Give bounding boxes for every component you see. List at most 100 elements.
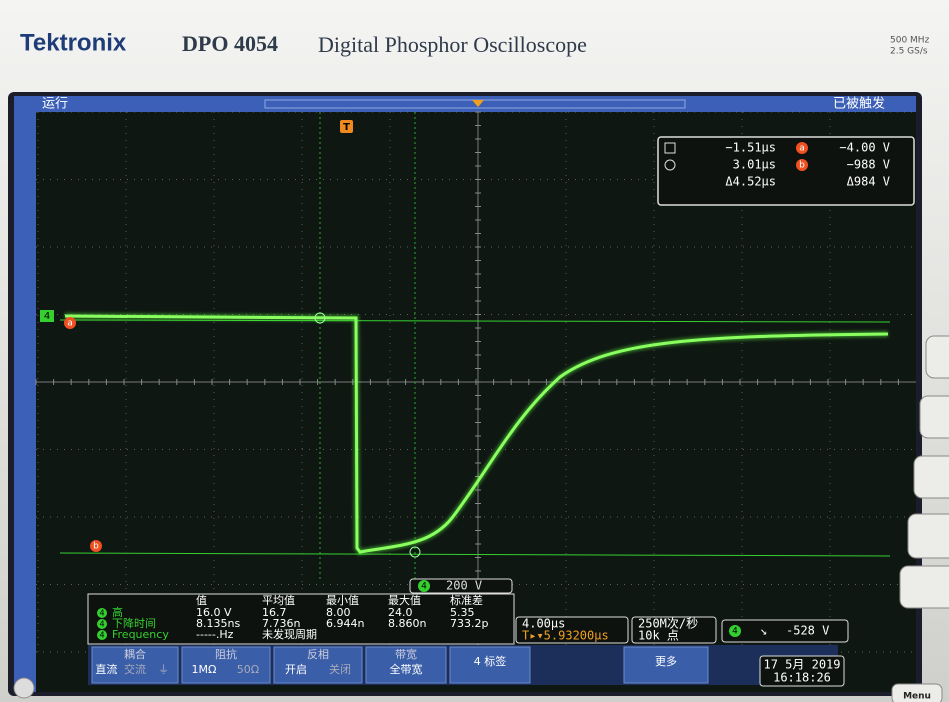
measurement-channel-badge [97,608,107,618]
datetime-box [759,655,845,687]
side-button[interactable] [925,335,949,379]
measurement-channel: 4 [99,631,104,640]
cursor-tag: a [799,144,805,154]
cursor-readout [657,136,915,206]
menu-button[interactable] [91,646,179,684]
menu-button[interactable] [365,646,447,684]
measurement-value: 733.2p [450,617,488,630]
channel-scale-box [409,578,513,594]
measurement-panel [87,593,515,645]
measurement-channel-badge [97,619,107,629]
cursor-time: Δ4.52µs [725,175,776,189]
menu-button[interactable] [891,683,943,702]
trigger-box [721,619,849,643]
measurement-header: 标准差 [450,593,483,607]
menu-button-label: Menu [903,692,931,702]
date: 17 5月 2019 [763,658,840,672]
waveform [64,314,889,554]
left-strip [14,96,36,692]
timebase-position: T▸▾5.93200µs [522,629,609,643]
trigger-channel-badge [729,625,741,637]
side-button[interactable] [899,565,949,609]
sample-rate: 2.5 GS/s [890,47,928,57]
measurement-value: 24.0 [388,606,413,619]
trigger-slope: ↘ [760,624,767,638]
measurement-header: 平均值 [262,594,295,607]
rate-box [631,616,717,644]
menu-button[interactable] [623,646,709,684]
cursor-time: −1.51µs [725,141,776,155]
trigger-channel: 4 [732,627,738,637]
trigger-level: -528 V [786,624,829,638]
measurement-channel: 4 [99,620,104,629]
brand: Tektronix [20,29,127,56]
cursor-volts: −988 V [847,158,890,172]
cursor-b-line [59,552,891,557]
measurement-header: 最小值 [326,594,359,607]
record-length: 10k 点 [638,629,679,643]
menu-option: 4 标签 [474,654,507,668]
measurement-header: 值 [196,594,207,607]
sample-rate-value: 250M次/秒 [638,617,698,631]
channel-marker [40,310,54,322]
menu-option: 50Ω [237,663,259,676]
cursor-a-badge [64,317,76,329]
side-button[interactable] [913,455,949,499]
menu-option: 开启 [285,663,307,676]
menu-button[interactable] [181,646,271,684]
side-button[interactable] [907,513,949,559]
menu-option: ⏚ [158,663,169,676]
menu-option: 交流 [124,662,146,676]
menu-option: 全带宽 [390,662,423,676]
cursor-b-badge-label: b [93,542,99,552]
menu-button[interactable] [273,646,363,684]
channel-scale-badge [418,580,430,592]
measurement-value: 8.00 [326,606,351,619]
model: DPO 4054 [182,31,278,56]
side-button[interactable] [919,395,949,439]
measurement-value: 8.860n [388,617,426,630]
product: Digital Phosphor Oscilloscope [318,32,587,57]
measurement-value: 16.7 [262,606,287,619]
measurement-value: 8.135ns [196,617,240,630]
menu-button[interactable] [449,646,531,684]
menu-option: 直流 [95,662,117,676]
measurement-name: 下降时间 [112,616,156,630]
measurement-header: 最大值 [388,593,421,607]
status-bar [14,96,916,112]
timebase-scale: 4.00µs [522,617,565,631]
channel-scale-value: 200 V [446,579,482,593]
power-button[interactable] [13,677,35,699]
menu-option: 更多 [655,654,677,668]
menu-title: 阻抗 [215,647,237,661]
measurement-value: -----.Hz [196,628,234,641]
run-status: 运行 [42,97,68,112]
channel-scale-channel: 4 [421,582,427,592]
side-buttons [899,335,949,609]
menu-title: 反相 [307,648,329,661]
expansion-point [472,100,484,107]
measurement-value: 16.0 V [196,606,232,619]
measurement-value: 6.944n [326,617,364,630]
time: 16:18:26 [773,671,831,685]
cursor-tag-badge [796,159,808,171]
measurement-channel: 4 [99,609,104,618]
cursor-tag: b [799,161,805,171]
trigger-status: 已被触发 [833,96,885,112]
measurement-name: 高 [112,605,123,619]
measurement-channel-badge [97,630,107,640]
menu-option: 1MΩ [192,663,217,676]
cursor-volts: Δ984 V [847,175,890,189]
measurement-value: 7.736n [262,617,300,630]
cursor-a-point [314,312,326,324]
measurement-value: 未发现周期 [262,627,317,641]
menu-option: 关闭 [329,662,351,676]
cursor-b-point [409,546,421,558]
trigger-marker [340,120,353,133]
cursor-a-line [59,319,891,323]
cursor-b-badge [90,540,102,552]
cursor-icon-b [664,159,676,171]
timebase-box [515,616,629,644]
measurement-value: 5.35 [450,606,475,619]
